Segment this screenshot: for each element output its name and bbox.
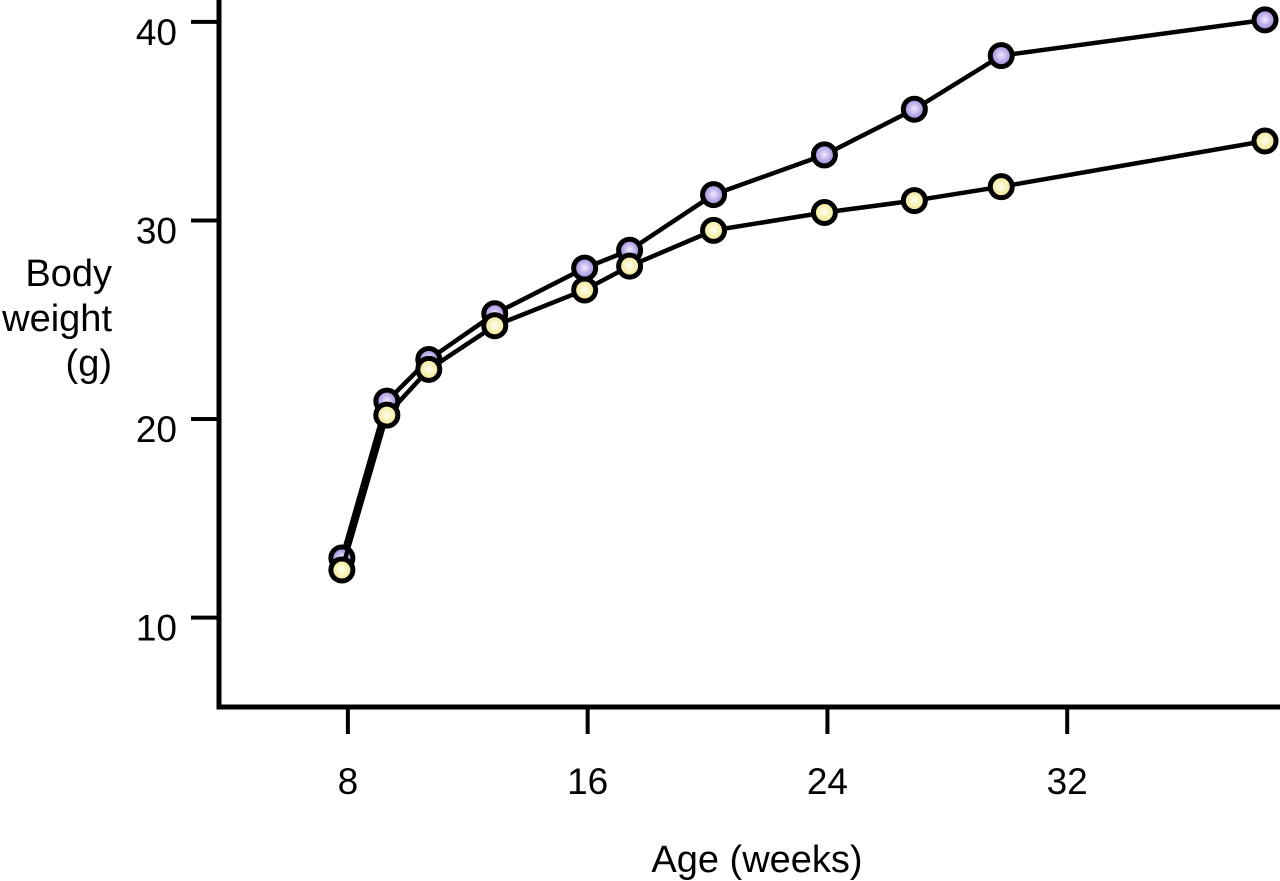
y-tick-label: 30: [136, 210, 177, 251]
data-point-marker: [373, 401, 401, 429]
y-axis-label-line: weight: [1, 298, 112, 340]
y-axis-label-line: (g): [66, 343, 112, 385]
data-point-marker: [1251, 127, 1279, 155]
data-point-marker: [1251, 6, 1279, 34]
data-point-marker: [900, 95, 928, 123]
data-point-marker: [415, 355, 443, 383]
y-tick-label: 40: [136, 12, 177, 53]
x-tick-label: 16: [567, 761, 608, 802]
data-point-marker: [810, 141, 838, 169]
y-tick-label: 20: [136, 409, 177, 450]
data-point-marker: [328, 556, 356, 584]
x-tick-label: 24: [807, 761, 848, 802]
data-point-marker: [810, 198, 838, 226]
data-point-marker: [987, 42, 1015, 70]
axes: [216, 0, 1280, 710]
data-point-marker: [987, 173, 1015, 201]
series-upper-purple: [328, 6, 1279, 572]
x-tick-label: 32: [1047, 761, 1088, 802]
x-tick-label: 8: [338, 761, 359, 802]
data-point-marker: [700, 181, 728, 209]
data-point-marker: [571, 254, 599, 282]
y-axis-label-line: Body: [25, 253, 112, 295]
series-line: [339, 138, 1266, 571]
y-tick-label: 10: [136, 608, 177, 649]
data-point-marker: [616, 252, 644, 280]
data-point-marker: [900, 187, 928, 215]
x-axis-label: Age (weeks): [651, 839, 862, 881]
data-point-marker: [571, 276, 599, 304]
series-line: [339, 17, 1266, 559]
data-point-marker: [700, 216, 728, 244]
data-point-marker: [481, 312, 509, 340]
series-lower-yellow: [328, 127, 1279, 584]
